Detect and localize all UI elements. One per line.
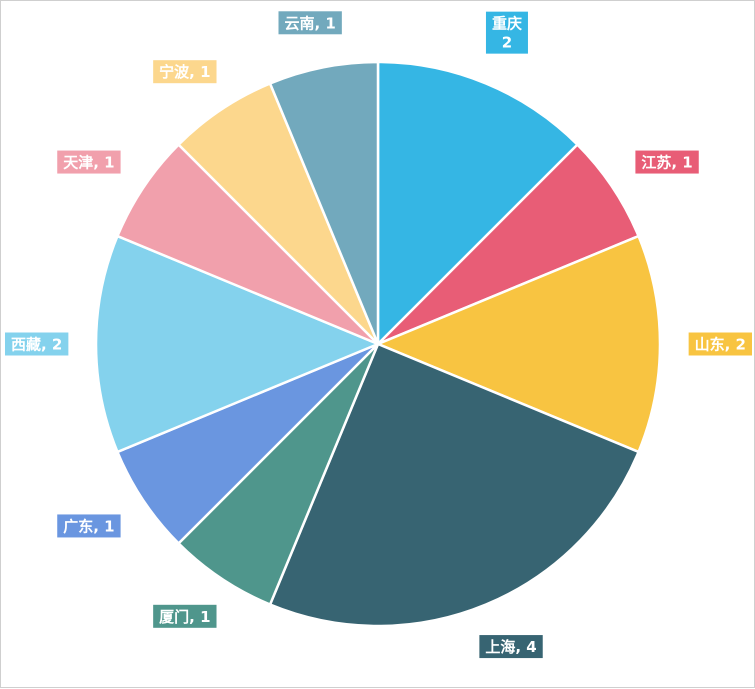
pie-label-text-9-0: 云南, 1 <box>284 14 335 32</box>
pie-label-box-5 <box>57 514 121 538</box>
pie-label-2: 山东, 2 <box>688 332 752 356</box>
pie-label-box-2 <box>688 332 752 356</box>
pie-slice-6 <box>94 234 380 454</box>
pie-label-box-8 <box>153 60 217 84</box>
pie-label-box-4 <box>153 604 217 628</box>
pie-label-4: 厦门, 1 <box>153 604 217 628</box>
pie-label-3: 上海, 4 <box>479 635 543 659</box>
pie-label-text-7-0: 天津, 1 <box>63 154 114 172</box>
pie-label-text-2-0: 山东, 2 <box>695 336 746 354</box>
pie-label-7: 天津, 1 <box>57 150 121 174</box>
pie-label-text-0-0: 重庆 <box>492 15 522 33</box>
pie-label-box-7 <box>57 150 121 174</box>
pie-label-9: 云南, 1 <box>278 11 342 35</box>
pie-slice-9 <box>268 60 380 346</box>
pie-slice-3 <box>268 342 640 628</box>
pie-label-0: 重庆2 <box>485 11 528 54</box>
pie-label-text-8-0: 宁波, 1 <box>159 63 210 81</box>
pie-label-5: 广东, 1 <box>57 514 121 538</box>
pie-label-text-6-0: 西藏, 2 <box>11 336 62 354</box>
pie-slice-2 <box>376 234 662 454</box>
pie-label-box-1 <box>635 150 699 174</box>
pie-label-1: 江苏, 1 <box>635 150 699 174</box>
pie-label-box-6 <box>5 332 69 356</box>
pie-label-text-4-0: 厦门, 1 <box>159 608 210 626</box>
pie-label-text-1-0: 江苏, 1 <box>641 154 692 172</box>
pie-label-6: 西藏, 2 <box>5 332 69 356</box>
pie-slice-0 <box>376 60 579 346</box>
pie-label-box-3 <box>479 635 543 659</box>
pie-labels: 重庆2 江苏, 1 山东, 2 上海, 4 厦门, 1 广东, 1 西藏, 2 天津, 1 宁波… <box>5 11 752 659</box>
pie-label-box-0 <box>485 11 528 54</box>
pie-label-8: 宁波, 1 <box>153 60 217 84</box>
pie-label-text-0-1: 2 <box>502 34 512 52</box>
pie-label-box-9 <box>278 11 342 35</box>
pie-slices <box>94 60 662 628</box>
pie-label-text-3-0: 上海, 4 <box>485 638 536 656</box>
pie-label-text-5-0: 广东, 1 <box>63 517 114 535</box>
